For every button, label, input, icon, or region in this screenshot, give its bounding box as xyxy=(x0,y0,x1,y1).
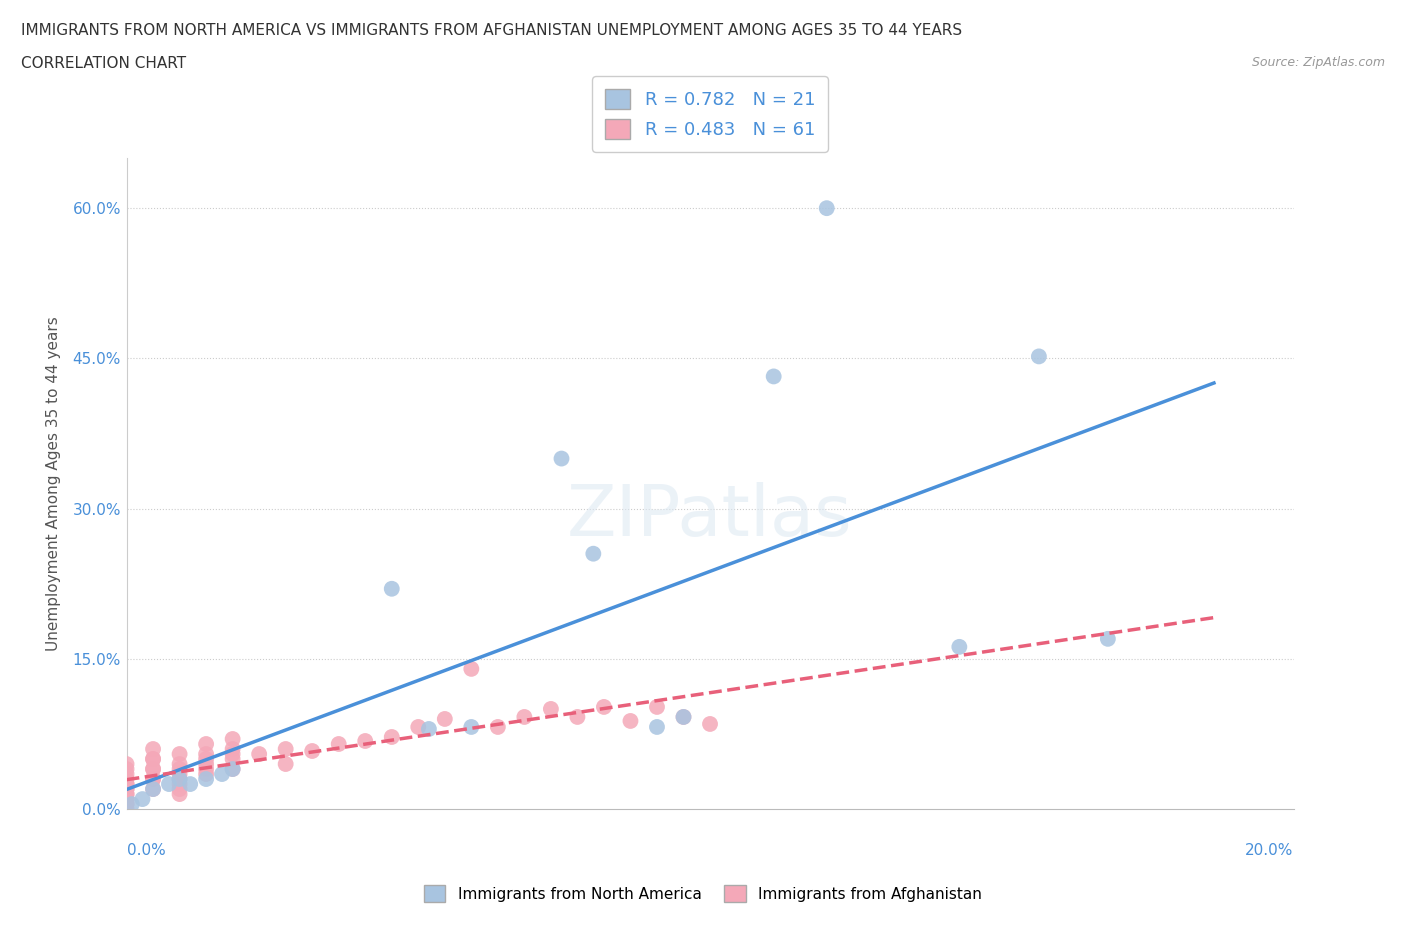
Point xyxy=(115,781,138,796)
Point xyxy=(195,737,218,751)
Point xyxy=(1028,349,1050,364)
Point xyxy=(301,744,323,759)
Point xyxy=(115,777,138,791)
Point xyxy=(142,751,165,766)
Point xyxy=(418,722,440,737)
Point xyxy=(169,772,191,787)
Point xyxy=(157,777,180,791)
Point xyxy=(948,640,970,655)
Point xyxy=(195,757,218,772)
Point xyxy=(115,791,138,806)
Point xyxy=(115,791,138,806)
Point xyxy=(540,701,562,716)
Point xyxy=(169,762,191,777)
Point xyxy=(195,772,218,787)
Point xyxy=(221,747,243,762)
Point xyxy=(142,781,165,796)
Point xyxy=(381,729,404,744)
Point xyxy=(195,747,218,762)
Point xyxy=(221,732,243,747)
Point xyxy=(142,751,165,766)
Point xyxy=(645,699,668,714)
Text: CORRELATION CHART: CORRELATION CHART xyxy=(21,56,186,71)
Y-axis label: Unemployment Among Ages 35 to 44 years: Unemployment Among Ages 35 to 44 years xyxy=(46,316,62,651)
Point xyxy=(169,772,191,787)
Point xyxy=(274,741,297,756)
Point xyxy=(179,777,201,791)
Point xyxy=(460,661,482,676)
Point xyxy=(169,747,191,762)
Point xyxy=(169,757,191,772)
Point xyxy=(619,713,641,728)
Point xyxy=(131,791,153,806)
Point xyxy=(115,781,138,796)
Point xyxy=(672,710,695,724)
Point xyxy=(699,716,721,731)
Point xyxy=(195,751,218,766)
Point xyxy=(567,710,589,724)
Text: Source: ZipAtlas.com: Source: ZipAtlas.com xyxy=(1251,56,1385,69)
Point xyxy=(221,762,243,777)
Point xyxy=(169,777,191,791)
Point xyxy=(142,772,165,787)
Point xyxy=(211,766,233,781)
Point xyxy=(550,451,572,466)
Point xyxy=(221,762,243,777)
Point xyxy=(142,741,165,756)
Text: ZIPatlas: ZIPatlas xyxy=(567,482,853,551)
Point xyxy=(582,546,605,561)
Point xyxy=(274,757,297,772)
Point xyxy=(460,720,482,735)
Point xyxy=(381,581,404,596)
Point xyxy=(408,720,430,735)
Point xyxy=(672,710,695,724)
Point xyxy=(142,772,165,787)
Legend: R = 0.782   N = 21, R = 0.483   N = 61: R = 0.782 N = 21, R = 0.483 N = 61 xyxy=(592,76,828,152)
Point xyxy=(169,766,191,781)
Point xyxy=(815,201,838,216)
Point xyxy=(486,720,509,735)
Point xyxy=(433,711,456,726)
Point xyxy=(169,781,191,796)
Text: IMMIGRANTS FROM NORTH AMERICA VS IMMIGRANTS FROM AFGHANISTAN UNEMPLOYMENT AMONG : IMMIGRANTS FROM NORTH AMERICA VS IMMIGRA… xyxy=(21,23,962,38)
Point xyxy=(115,762,138,777)
Text: 0.0%: 0.0% xyxy=(127,844,166,858)
Point xyxy=(115,757,138,772)
Point xyxy=(221,751,243,766)
Point xyxy=(762,369,785,384)
Point xyxy=(115,797,138,812)
Point xyxy=(142,762,165,777)
Point xyxy=(195,762,218,777)
Point xyxy=(645,720,668,735)
Point xyxy=(142,781,165,796)
Point xyxy=(115,777,138,791)
Point xyxy=(513,710,536,724)
Point xyxy=(221,741,243,756)
Point xyxy=(195,766,218,781)
Point xyxy=(593,699,616,714)
Point xyxy=(1097,631,1119,646)
Point xyxy=(115,802,138,817)
Legend: Immigrants from North America, Immigrants from Afghanistan: Immigrants from North America, Immigrant… xyxy=(418,879,988,909)
Point xyxy=(169,787,191,802)
Text: 20.0%: 20.0% xyxy=(1246,844,1294,858)
Point xyxy=(115,766,138,781)
Point xyxy=(115,772,138,787)
Point xyxy=(121,797,143,812)
Point xyxy=(328,737,350,751)
Point xyxy=(115,787,138,802)
Point xyxy=(115,797,138,812)
Point xyxy=(115,787,138,802)
Point xyxy=(247,747,270,762)
Point xyxy=(142,762,165,777)
Point xyxy=(354,734,377,749)
